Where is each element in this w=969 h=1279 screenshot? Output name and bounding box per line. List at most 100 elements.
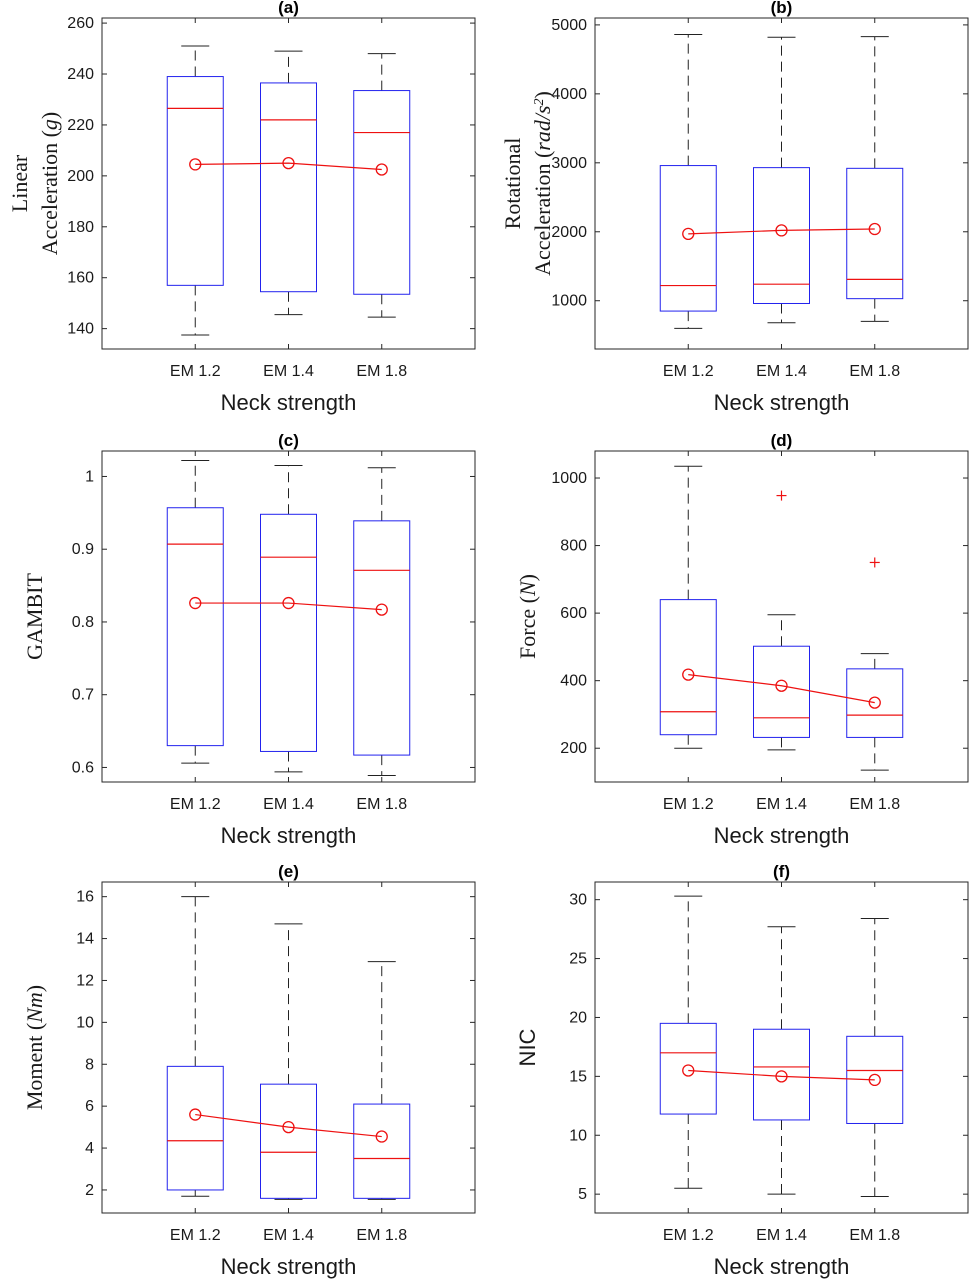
x-tick-label: EM 1.8 — [356, 796, 407, 813]
y-tick-label: 10 — [569, 1127, 587, 1144]
iqr-box — [846, 668, 904, 738]
mean-marker — [375, 603, 388, 616]
y-tick-label: 400 — [560, 673, 587, 690]
box-em-1-2 — [166, 896, 224, 1197]
y-axis-label: Moment (Nm) — [22, 985, 47, 1110]
y-axis-label: Force (N) — [515, 574, 540, 659]
y-tick-label: 4 — [85, 1140, 94, 1157]
y-tick-label: 30 — [569, 892, 587, 909]
mean-marker — [282, 596, 295, 610]
y-tick-label: 16 — [76, 889, 94, 906]
box-em-1-2 — [659, 34, 717, 329]
x-tick-label: EM 1.4 — [263, 1227, 314, 1244]
box-em-1-2 — [659, 895, 717, 1189]
mean-marker — [189, 1108, 202, 1121]
y-tick-label: 1000 — [551, 293, 587, 310]
y-axis-label: Acceleration (g) — [37, 112, 62, 256]
iqr-box — [659, 165, 717, 312]
x-tick-label: EM 1.8 — [356, 363, 407, 380]
y-tick-label: 10 — [76, 1014, 94, 1031]
x-tick-label: EM 1.2 — [663, 796, 714, 813]
mean-marker — [868, 222, 881, 236]
mean-marker — [375, 1130, 388, 1143]
iqr-box — [166, 1065, 224, 1191]
y-axis-label: Linear — [7, 154, 32, 212]
box-em-1-2 — [659, 465, 717, 749]
iqr-box — [659, 599, 717, 736]
mean-marker — [282, 1120, 295, 1134]
iqr-box — [353, 90, 411, 295]
outlier-marker — [869, 557, 880, 568]
y-tick-label: 0.6 — [72, 759, 94, 776]
iqr-box — [846, 167, 904, 300]
y-tick-label: 200 — [67, 168, 94, 185]
x-axis-label: Neck strength — [221, 390, 357, 415]
x-axis-label: Neck strength — [221, 823, 357, 848]
y-tick-label: 2000 — [551, 224, 587, 241]
mean-marker — [868, 1073, 881, 1087]
panel-f: (f) 5 10 15 20 25 30 EM 1.2 EM 1.4 EM 1.8 Neck str… — [515, 862, 969, 1279]
panel-title: (d) — [771, 431, 793, 450]
x-tick-label: EM 1.8 — [356, 1227, 407, 1244]
iqr-box — [753, 167, 810, 304]
y-tick-label: 8 — [85, 1056, 94, 1073]
x-tick-label: EM 1.2 — [170, 363, 221, 380]
box-em-1-4 — [753, 490, 810, 751]
iqr-box — [353, 520, 411, 756]
x-axis-label: Neck strength — [221, 1254, 357, 1279]
y-tick-label: 20 — [569, 1009, 587, 1026]
outlier-marker — [776, 490, 787, 501]
panel-c: (c) 0.6 0.7 0.8 0.9 1 EM 1.2 EM 1.4 EM 1.8 Neck s… — [22, 431, 476, 848]
box-em-1-4 — [753, 926, 810, 1195]
mean-marker — [282, 156, 295, 170]
mean-trend-line — [195, 602, 382, 611]
box-em-1-8 — [846, 918, 904, 1198]
mean-marker — [682, 1064, 695, 1077]
mean-trend-line — [195, 1113, 382, 1138]
mean-marker — [775, 679, 788, 692]
x-tick-label: EM 1.2 — [170, 796, 221, 813]
iqr-box — [659, 1022, 717, 1115]
box-em-1-8 — [846, 36, 904, 322]
y-tick-label: 12 — [76, 972, 94, 989]
x-axis-label: Neck strength — [714, 390, 850, 415]
panel-title: (e) — [278, 862, 299, 881]
y-tick-label: 14 — [76, 931, 94, 948]
panel-a: (a) 140 160 180 200 220 240 260 EM 1.2 EM 1.4 EM 1… — [7, 0, 476, 415]
mean-marker — [682, 668, 695, 681]
y-tick-label: 6 — [85, 1098, 94, 1115]
mean-marker — [189, 158, 202, 171]
x-tick-label: EM 1.2 — [663, 363, 714, 380]
y-tick-label: 800 — [560, 538, 587, 555]
x-tick-label: EM 1.8 — [849, 796, 900, 813]
y-tick-label: 1 — [85, 468, 94, 485]
y-tick-label: 240 — [67, 66, 94, 83]
iqr-box — [353, 1103, 411, 1199]
x-tick-label: EM 1.2 — [663, 1227, 714, 1244]
box-em-1-4 — [260, 50, 317, 316]
mean-trend-line — [688, 673, 875, 704]
iqr-box — [166, 507, 224, 747]
box-em-1-4 — [260, 465, 317, 773]
panel-d: (d) 200 400 600 800 1000 EM 1.2 EM 1.4 EM 1.8 Nec… — [515, 431, 969, 848]
y-axis-label: NIC — [515, 1028, 540, 1066]
box-em-1-2 — [166, 459, 224, 764]
x-tick-label: EM 1.4 — [263, 363, 314, 380]
y-tick-label: 0.8 — [72, 614, 94, 631]
iqr-box — [846, 1035, 904, 1124]
panel-b: (b) 1000 2000 3000 4000 5000 EM 1.2 EM 1.4 EM 1.… — [500, 0, 969, 415]
y-tick-label: 1000 — [551, 470, 587, 487]
y-tick-label: 200 — [560, 740, 587, 757]
y-tick-label: 0.9 — [72, 541, 94, 558]
box-em-1-4 — [753, 36, 810, 324]
box-em-1-8 — [353, 961, 411, 1200]
x-tick-label: EM 1.8 — [849, 363, 900, 380]
x-tick-label: EM 1.8 — [849, 1227, 900, 1244]
box-em-1-2 — [166, 45, 224, 336]
y-tick-label: 25 — [569, 951, 587, 968]
y-tick-label: 260 — [67, 15, 94, 32]
mean-marker — [189, 596, 202, 610]
axes-frame — [101, 450, 476, 783]
mean-marker — [775, 224, 788, 237]
